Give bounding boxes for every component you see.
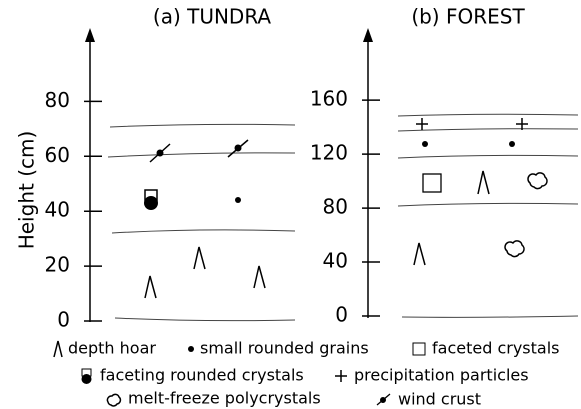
y-tick-label: 40 <box>45 198 70 222</box>
axes <box>89 34 369 322</box>
y-tick-label: 120 <box>310 141 348 165</box>
legend-label: precipitation particles <box>354 366 529 385</box>
y-axis-label: Height (cm) <box>15 131 39 250</box>
legend-label: depth hoar <box>68 339 156 358</box>
legend-label: faceted crystals <box>432 339 559 358</box>
snow-symbols <box>144 118 548 299</box>
y-tick-label: 0 <box>57 308 70 332</box>
y-tick-label: 40 <box>323 249 348 273</box>
panel-title: (b) FOREST <box>411 5 525 29</box>
axis-arrows <box>85 28 373 42</box>
y-tick-label: 80 <box>45 88 70 112</box>
y-tick-label: 80 <box>323 195 348 219</box>
legend-label: wind crust <box>398 390 481 409</box>
legend-label: melt-freeze polycrystals <box>128 389 321 408</box>
y-tick-label: 160 <box>310 87 348 111</box>
legend-label: faceting rounded crystals <box>100 366 304 385</box>
legend: depth hoar small rounded grains faceted … <box>53 339 559 409</box>
panel-title: (a) TUNDRA <box>153 5 272 29</box>
legend-label: small rounded grains <box>200 339 369 358</box>
y-tick-label: 0 <box>335 303 348 327</box>
y-tick-label: 20 <box>45 253 70 277</box>
y-tick-label: 60 <box>45 143 70 167</box>
layer-lines <box>107 113 579 322</box>
